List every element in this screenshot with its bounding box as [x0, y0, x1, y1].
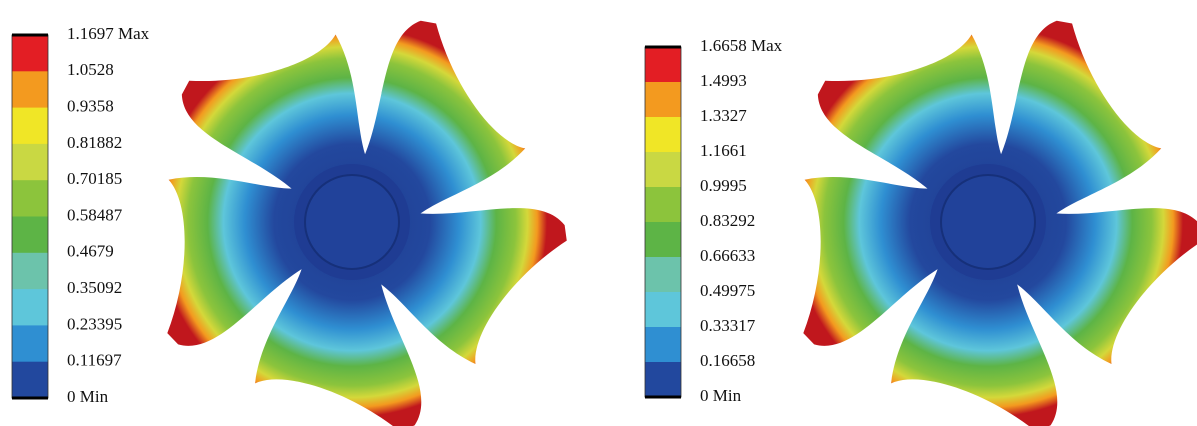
legend-band [12, 253, 48, 290]
legend-label: 1.4993 [700, 71, 747, 90]
result-view: 1.1697 Max 1.0528 0.9358 0.81882 0.70185 0.58… [0, 0, 1197, 426]
legend-band [645, 187, 681, 223]
legend-band [12, 108, 48, 145]
legend-label: 0.16658 [700, 351, 755, 370]
legend-label: 0 Min [700, 386, 742, 405]
legend-label: 0.9358 [67, 97, 114, 116]
legend-band [12, 362, 48, 399]
legend-label: 1.0528 [67, 60, 114, 79]
legend-label: 0.9995 [700, 176, 747, 195]
legend-label: 1.1697 Max [67, 24, 150, 43]
legend-label: 0.58487 [67, 205, 123, 224]
legend-label: 0.23395 [67, 314, 122, 333]
legend-band [12, 217, 48, 254]
legend-band [12, 180, 48, 217]
fan-model [157, 13, 575, 426]
legend-band [645, 292, 681, 328]
legend-label: 0.81882 [67, 133, 122, 152]
legend-band [645, 117, 681, 153]
legend-band [645, 222, 681, 258]
legend-label: 0.4679 [67, 242, 114, 261]
legend-band [645, 82, 681, 118]
legend-band [12, 289, 48, 326]
legend-label: 0.35092 [67, 278, 122, 297]
legend-label: 0.70185 [67, 169, 122, 188]
legend-label: 0.33317 [700, 316, 756, 335]
legend-band [645, 47, 681, 83]
legend-label: 0.83292 [700, 211, 755, 230]
legend-label: 1.6658 Max [700, 36, 783, 55]
legend-band [645, 257, 681, 293]
legend-band [645, 362, 681, 398]
legend-band [12, 71, 48, 108]
legend-label: 0.66633 [700, 246, 755, 265]
fan-model [793, 13, 1197, 426]
legend-band [12, 325, 48, 362]
legend-band [12, 144, 48, 181]
legend-label: 0 Min [67, 387, 109, 406]
legend-band [645, 327, 681, 363]
legend-label: 1.1661 [700, 141, 747, 160]
legend-band [645, 152, 681, 188]
legend-label: 1.3327 [700, 106, 747, 125]
legend-band [12, 35, 48, 72]
legend-label: 0.49975 [700, 281, 755, 300]
legend-label: 0.11697 [67, 351, 122, 370]
